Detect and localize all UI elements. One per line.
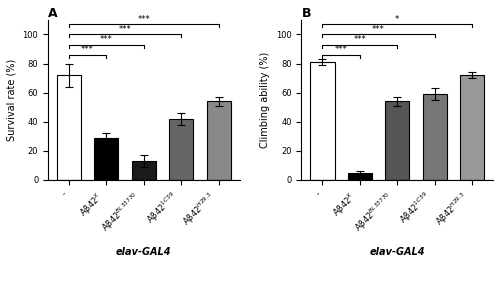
Bar bbox=[94, 138, 118, 180]
Text: elav-GAL4: elav-GAL4 bbox=[116, 247, 172, 257]
Text: ***: *** bbox=[334, 45, 347, 54]
Y-axis label: Survival rate (%): Survival rate (%) bbox=[7, 59, 17, 141]
Bar bbox=[385, 101, 409, 180]
Text: *: * bbox=[395, 15, 400, 24]
Text: ***: *** bbox=[354, 35, 366, 44]
Bar bbox=[422, 94, 447, 180]
Text: ***: *** bbox=[118, 25, 132, 34]
Text: ***: *** bbox=[138, 15, 150, 24]
Bar bbox=[348, 173, 372, 180]
Bar bbox=[169, 119, 194, 180]
Text: ***: *** bbox=[81, 45, 94, 54]
Y-axis label: Climbing ability (%): Climbing ability (%) bbox=[260, 52, 270, 148]
Bar bbox=[206, 101, 231, 180]
Text: ***: *** bbox=[372, 25, 385, 34]
Text: B: B bbox=[302, 7, 311, 20]
Text: elav-GAL4: elav-GAL4 bbox=[370, 247, 425, 257]
Bar bbox=[460, 75, 484, 180]
Bar bbox=[310, 62, 334, 180]
Text: A: A bbox=[48, 7, 58, 20]
Bar bbox=[56, 75, 81, 180]
Bar bbox=[132, 161, 156, 180]
Text: ***: *** bbox=[100, 35, 112, 44]
